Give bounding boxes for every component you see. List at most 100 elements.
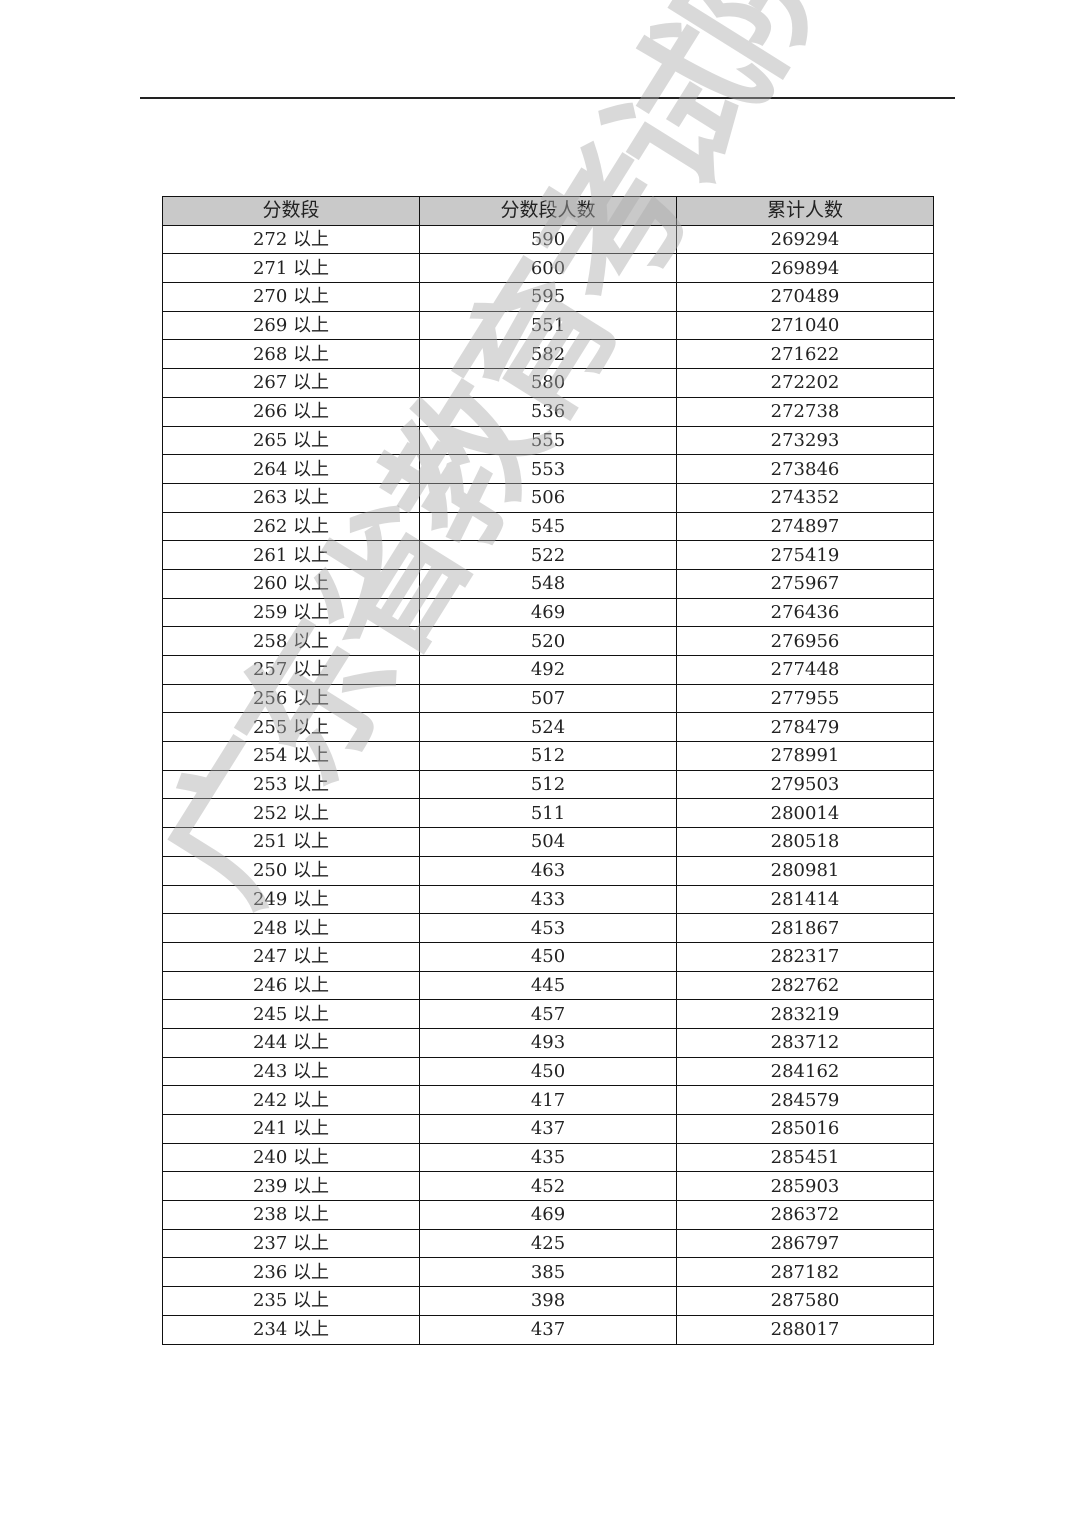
header-score-range: 分数段 (162, 196, 420, 226)
table-row: 256 以上 507 277955 (162, 683, 934, 714)
cumulative-count-cell: 287580 (676, 1286, 934, 1316)
score-range-cell: 242 以上 (162, 1085, 420, 1115)
table-row: 261 以上 522 275419 (162, 540, 934, 570)
score-range-cell: 253 以上 (162, 769, 420, 800)
cumulative-count-cell: 287182 (676, 1257, 934, 1288)
table-row: 254 以上 512 278991 (162, 741, 934, 771)
range-count-cell: 417 (419, 1085, 677, 1115)
cumulative-count-cell: 269894 (676, 253, 934, 284)
cumulative-count-cell: 285016 (676, 1114, 934, 1144)
cumulative-count-cell: 285451 (676, 1142, 934, 1173)
table-row: 243 以上 450 284162 (162, 1056, 934, 1087)
score-range-cell: 267 以上 (162, 368, 420, 398)
range-count-cell: 536 (419, 396, 677, 427)
range-count-cell: 435 (419, 1142, 677, 1173)
score-range-cell: 236 以上 (162, 1257, 420, 1288)
score-range-cell: 261 以上 (162, 540, 420, 570)
score-distribution-table: 分数段 分数段人数 累计人数 272 以上 590 269294 271 以上 600 2… (162, 196, 934, 1345)
cumulative-count-cell: 276436 (676, 597, 934, 628)
range-count-cell: 452 (419, 1171, 677, 1202)
range-count-cell: 600 (419, 253, 677, 284)
table-row: 265 以上 555 273293 (162, 425, 934, 456)
table-row: 264 以上 553 273846 (162, 454, 934, 484)
cumulative-count-cell: 286372 (676, 1200, 934, 1230)
cumulative-count-cell: 276956 (676, 626, 934, 656)
header-cumulative-count: 累计人数 (676, 196, 934, 226)
range-count-cell: 580 (419, 368, 677, 398)
table-row: 248 以上 453 281867 (162, 913, 934, 943)
score-range-cell: 244 以上 (162, 1027, 420, 1058)
table-row: 250 以上 463 280981 (162, 855, 934, 886)
range-count-cell: 522 (419, 540, 677, 570)
cumulative-count-cell: 275419 (676, 540, 934, 570)
table-row: 262 以上 545 274897 (162, 511, 934, 542)
cumulative-count-cell: 273846 (676, 454, 934, 484)
range-count-cell: 551 (419, 310, 677, 341)
score-range-cell: 247 以上 (162, 941, 420, 972)
cumulative-count-cell: 272202 (676, 368, 934, 398)
score-range-cell: 263 以上 (162, 482, 420, 513)
score-range-cell: 268 以上 (162, 339, 420, 370)
cumulative-count-cell: 288017 (676, 1314, 934, 1345)
table-row: 271 以上 600 269894 (162, 253, 934, 284)
range-count-cell: 437 (419, 1314, 677, 1345)
cumulative-count-cell: 282762 (676, 970, 934, 1001)
table-header-row: 分数段 分数段人数 累计人数 (162, 196, 934, 226)
range-count-cell: 520 (419, 626, 677, 656)
score-range-cell: 248 以上 (162, 913, 420, 943)
cumulative-count-cell: 275967 (676, 568, 934, 599)
table-row: 236 以上 385 287182 (162, 1257, 934, 1288)
table-row: 244 以上 493 283712 (162, 1027, 934, 1058)
score-range-cell: 271 以上 (162, 253, 420, 284)
range-count-cell: 524 (419, 712, 677, 743)
table-row: 268 以上 582 271622 (162, 339, 934, 370)
cumulative-count-cell: 279503 (676, 769, 934, 800)
range-count-cell: 450 (419, 1056, 677, 1087)
range-count-cell: 506 (419, 482, 677, 513)
score-range-cell: 262 以上 (162, 511, 420, 542)
score-range-cell: 241 以上 (162, 1114, 420, 1144)
score-range-cell: 272 以上 (162, 224, 420, 255)
table-row: 246 以上 445 282762 (162, 970, 934, 1001)
table-row: 251 以上 504 280518 (162, 827, 934, 857)
score-range-cell: 258 以上 (162, 626, 420, 656)
score-range-cell: 269 以上 (162, 310, 420, 341)
range-count-cell: 595 (419, 282, 677, 312)
score-range-cell: 255 以上 (162, 712, 420, 743)
score-range-cell: 245 以上 (162, 999, 420, 1029)
range-count-cell: 445 (419, 970, 677, 1001)
range-count-cell: 425 (419, 1228, 677, 1259)
cumulative-count-cell: 271622 (676, 339, 934, 370)
table-row: 235 以上 398 287580 (162, 1286, 934, 1316)
score-range-cell: 259 以上 (162, 597, 420, 628)
table-row: 240 以上 435 285451 (162, 1142, 934, 1173)
cumulative-count-cell: 277448 (676, 655, 934, 685)
table-row: 253 以上 512 279503 (162, 769, 934, 800)
range-count-cell: 493 (419, 1027, 677, 1058)
score-range-cell: 239 以上 (162, 1171, 420, 1202)
score-range-cell: 260 以上 (162, 568, 420, 599)
table-row: 260 以上 548 275967 (162, 568, 934, 599)
table-row: 242 以上 417 284579 (162, 1085, 934, 1115)
cumulative-count-cell: 283712 (676, 1027, 934, 1058)
score-range-cell: 234 以上 (162, 1314, 420, 1345)
table-row: 234 以上 437 288017 (162, 1314, 934, 1345)
cumulative-count-cell: 274897 (676, 511, 934, 542)
table-row: 239 以上 452 285903 (162, 1171, 934, 1202)
table-row: 258 以上 520 276956 (162, 626, 934, 656)
range-count-cell: 463 (419, 855, 677, 886)
range-count-cell: 548 (419, 568, 677, 599)
score-range-cell: 240 以上 (162, 1142, 420, 1173)
score-range-cell: 238 以上 (162, 1200, 420, 1230)
range-count-cell: 450 (419, 941, 677, 972)
cumulative-count-cell: 278479 (676, 712, 934, 743)
score-range-cell: 251 以上 (162, 827, 420, 857)
table-row: 259 以上 469 276436 (162, 597, 934, 628)
table-row: 249 以上 433 281414 (162, 884, 934, 915)
score-range-cell: 246 以上 (162, 970, 420, 1001)
cumulative-count-cell: 282317 (676, 941, 934, 972)
score-range-cell: 250 以上 (162, 855, 420, 886)
table-row: 247 以上 450 282317 (162, 941, 934, 972)
table-row: 245 以上 457 283219 (162, 999, 934, 1029)
cumulative-count-cell: 283219 (676, 999, 934, 1029)
